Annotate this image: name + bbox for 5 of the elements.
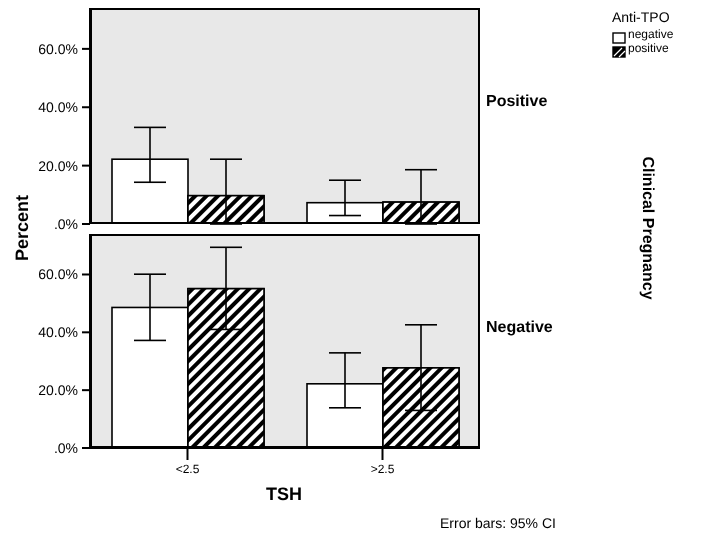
text: Negative — [486, 317, 553, 335]
text: Clinical Pregnancy — [639, 156, 657, 300]
text: Positive — [486, 92, 548, 110]
x-axis-title: TSH — [266, 484, 302, 504]
y-axis-title: Percent — [12, 194, 32, 262]
